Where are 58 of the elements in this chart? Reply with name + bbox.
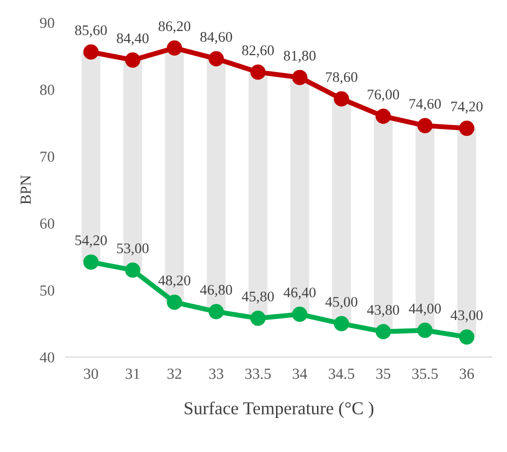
data-label: 84,40 [116, 33, 149, 46]
point [334, 91, 350, 106]
data-label: 45,80 [242, 292, 274, 304]
x-tick-label: 30 [84, 368, 98, 379]
data-label: 78,60 [326, 72, 358, 84]
data-label: 48,20 [158, 276, 190, 288]
point [208, 304, 224, 320]
point [292, 306, 308, 322]
data-label: 43,00 [450, 310, 483, 322]
y-axis-title: BPN [20, 175, 31, 204]
point [417, 322, 433, 338]
data-label: 54,20 [75, 235, 107, 248]
data-label: 46,80 [200, 284, 232, 297]
data-label: 86,20 [158, 21, 190, 34]
y-tick-label: 90 [40, 18, 54, 28]
data-label: 76,00 [368, 90, 400, 102]
point [83, 44, 99, 60]
x-tick-label: 33.5 [245, 368, 271, 380]
data-label: 43,80 [367, 304, 400, 317]
data-label: 46,40 [284, 288, 316, 300]
point [250, 310, 266, 326]
point [125, 262, 140, 278]
y-tick-label: 70 [40, 152, 54, 162]
x-axis-title: Surface Temperature (°C ) [184, 401, 374, 418]
point [208, 51, 224, 66]
point [166, 40, 182, 56]
point [417, 118, 433, 134]
x-tick-label: 32 [168, 368, 182, 379]
x-tick-label: 31 [126, 368, 140, 379]
x-tick-label: 34 [292, 368, 308, 379]
data-label: 74,60 [410, 98, 441, 111]
point [459, 329, 474, 345]
data-label: 45,00 [325, 296, 358, 309]
point [376, 108, 391, 124]
point [334, 316, 350, 332]
data-label: 53,00 [117, 243, 149, 256]
x-tick-label: 35.5 [412, 368, 438, 380]
data-label: 74,20 [451, 102, 483, 114]
x-tick-label: 34.5 [328, 368, 354, 380]
data-label: 44,00 [408, 304, 441, 316]
data-label: 85,60 [75, 25, 107, 38]
point [250, 64, 266, 80]
point [292, 70, 308, 86]
y-tick-label: 40 [40, 352, 54, 363]
x-tick-label: 35 [376, 368, 390, 379]
y-tick-label: 60 [40, 218, 54, 229]
point [166, 294, 182, 310]
point [83, 254, 99, 270]
x-tick-label: 33 [209, 368, 224, 379]
point [125, 52, 140, 68]
point [459, 120, 474, 136]
data-label: 82,60 [242, 45, 274, 58]
data-label: 81,80 [284, 50, 316, 63]
y-tick-label: 80 [40, 84, 54, 95]
data-label: 84,60 [200, 32, 232, 44]
y-tick-label: 50 [40, 285, 54, 296]
x-tick-label: 36 [460, 368, 474, 379]
point [376, 324, 391, 340]
